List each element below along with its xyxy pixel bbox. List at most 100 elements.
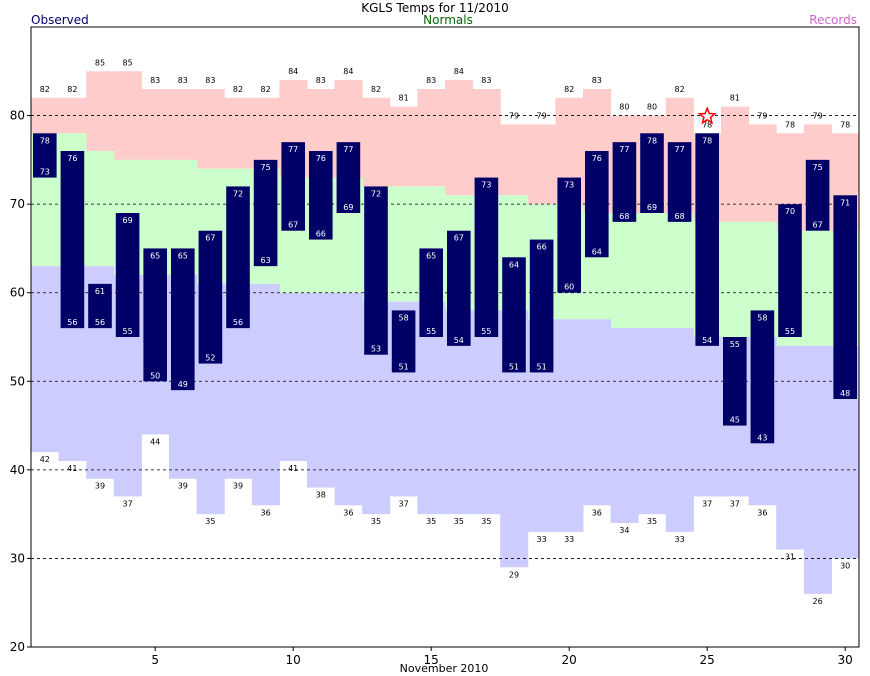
observed-bar-9 [253, 159, 278, 267]
record-low-label-27: 36 [757, 508, 767, 517]
record-high-bar-6 [169, 89, 198, 160]
record-low-label-7: 35 [205, 517, 215, 526]
record-high-label-12: 84 [343, 67, 353, 76]
record-low-label-9: 36 [261, 508, 271, 517]
record-high-label-10: 84 [288, 67, 298, 76]
record-high-label-20: 82 [564, 85, 574, 94]
normal-bar-29 [803, 230, 832, 346]
observed-high-label-20: 73 [564, 181, 574, 190]
observed-bar-17 [474, 177, 499, 337]
y-tick-label-20: 20 [10, 640, 25, 654]
record-low-label-5: 44 [150, 437, 160, 446]
observed-low-label-10: 67 [288, 221, 298, 230]
observed-high-label-19: 66 [537, 243, 547, 252]
observed-bar-29 [805, 159, 830, 231]
record-high-bar-5 [141, 89, 170, 160]
record-high-label-17: 83 [481, 76, 491, 85]
record-high-label-13: 82 [371, 85, 381, 94]
observed-high-label-24: 77 [675, 145, 685, 154]
record-high-label-11: 83 [316, 76, 326, 85]
record-high-label-27: 79 [757, 111, 767, 120]
record-high-bar-7 [196, 89, 225, 169]
observed-high-label-10: 77 [288, 145, 298, 154]
observed-high-label-5: 65 [150, 251, 160, 260]
observed-high-label-12: 77 [343, 145, 353, 154]
record-high-label-14: 81 [399, 94, 409, 103]
observed-high-label-14: 58 [399, 313, 409, 322]
record-low-bar-21 [583, 319, 612, 506]
record-low-bar-20 [555, 319, 584, 532]
record-high-bar-13 [362, 97, 391, 187]
observed-low-label-15: 55 [426, 327, 436, 336]
observed-low-label-18: 51 [509, 362, 519, 371]
observed-low-label-21: 64 [592, 247, 602, 256]
observed-bar-4 [115, 213, 140, 337]
observed-bar-6 [171, 248, 195, 391]
record-high-label-18: 79 [509, 111, 519, 120]
observed-bar-26 [723, 337, 747, 426]
observed-high-label-25: 78 [702, 136, 712, 145]
normal-bar-26 [721, 221, 750, 337]
observed-bar-10 [281, 142, 305, 231]
observed-low-label-26: 45 [730, 416, 740, 425]
observed-high-label-16: 67 [454, 234, 464, 243]
x-tick-label-15: 15 [424, 653, 439, 667]
observed-bar-8 [226, 186, 250, 329]
observed-bar-12 [336, 142, 361, 213]
record-high-label-29: 79 [813, 111, 823, 120]
record-high-label-26: 81 [730, 94, 740, 103]
record-high-label-3: 85 [95, 58, 105, 67]
observed-bar-13 [364, 186, 388, 355]
record-low-label-2: 41 [67, 464, 77, 473]
observed-bar-5 [143, 248, 167, 382]
observed-bar-16 [447, 230, 471, 346]
observed-low-label-7: 52 [205, 354, 215, 363]
observed-bar-21 [585, 151, 609, 258]
observed-low-label-28: 55 [785, 327, 795, 336]
record-high-bar-15 [417, 89, 446, 187]
axes: 20 30 40 50 60 70 80 5 10 15 20 25 30 [10, 26, 860, 667]
legend-observed: Observed [31, 13, 89, 27]
record-high-bar-8 [224, 97, 253, 169]
observed-low-label-16: 54 [454, 336, 464, 345]
observed-high-label-6: 65 [178, 251, 188, 260]
record-high-bar-9 [251, 97, 280, 169]
record-low-label-12: 36 [343, 508, 353, 517]
observed-bar-15 [419, 248, 443, 337]
record-low-label-26: 37 [730, 499, 740, 508]
observed-low-label-2: 56 [67, 318, 77, 327]
observed-low-label-9: 63 [261, 256, 271, 265]
observed-high-label-15: 65 [426, 251, 436, 260]
observed-bar-28 [778, 204, 802, 337]
x-tick-label-5: 5 [151, 653, 159, 667]
x-tick-label-10: 10 [286, 653, 301, 667]
normal-bar-22 [610, 213, 639, 329]
legend-normals: Normals [423, 13, 473, 27]
record-high-bar-27 [748, 124, 777, 222]
observed-low-label-22: 68 [619, 212, 629, 221]
observed-low-label-8: 56 [233, 318, 243, 327]
observed-bar-25 [695, 133, 719, 346]
record-low-label-20: 33 [564, 535, 574, 544]
observed-high-label-22: 77 [619, 145, 629, 154]
record-high-label-4: 85 [123, 58, 133, 67]
y-tick-label-60: 60 [10, 286, 25, 300]
record-high-label-1: 82 [40, 85, 50, 94]
record-high-label-8: 82 [233, 85, 243, 94]
observed-low-label-5: 50 [150, 371, 160, 380]
record-low-label-24: 33 [675, 535, 685, 544]
observed-high-label-1: 78 [40, 136, 50, 145]
record-low-label-17: 35 [481, 517, 491, 526]
observed-high-label-2: 76 [67, 154, 77, 163]
record-low-bar-28 [776, 345, 805, 550]
record-low-label-18: 29 [509, 570, 519, 579]
observed-low-label-27: 43 [757, 433, 767, 442]
observed-bar-2 [60, 151, 85, 329]
record-high-label-28: 78 [785, 120, 795, 129]
x-axis-label: November 2010 [400, 662, 489, 675]
record-low-bar-11 [307, 292, 336, 488]
y-tick-label-40: 40 [10, 463, 25, 477]
y-tick-label-30: 30 [10, 551, 25, 565]
record-low-label-28: 31 [785, 553, 795, 562]
observed-low-label-4: 55 [123, 327, 133, 336]
